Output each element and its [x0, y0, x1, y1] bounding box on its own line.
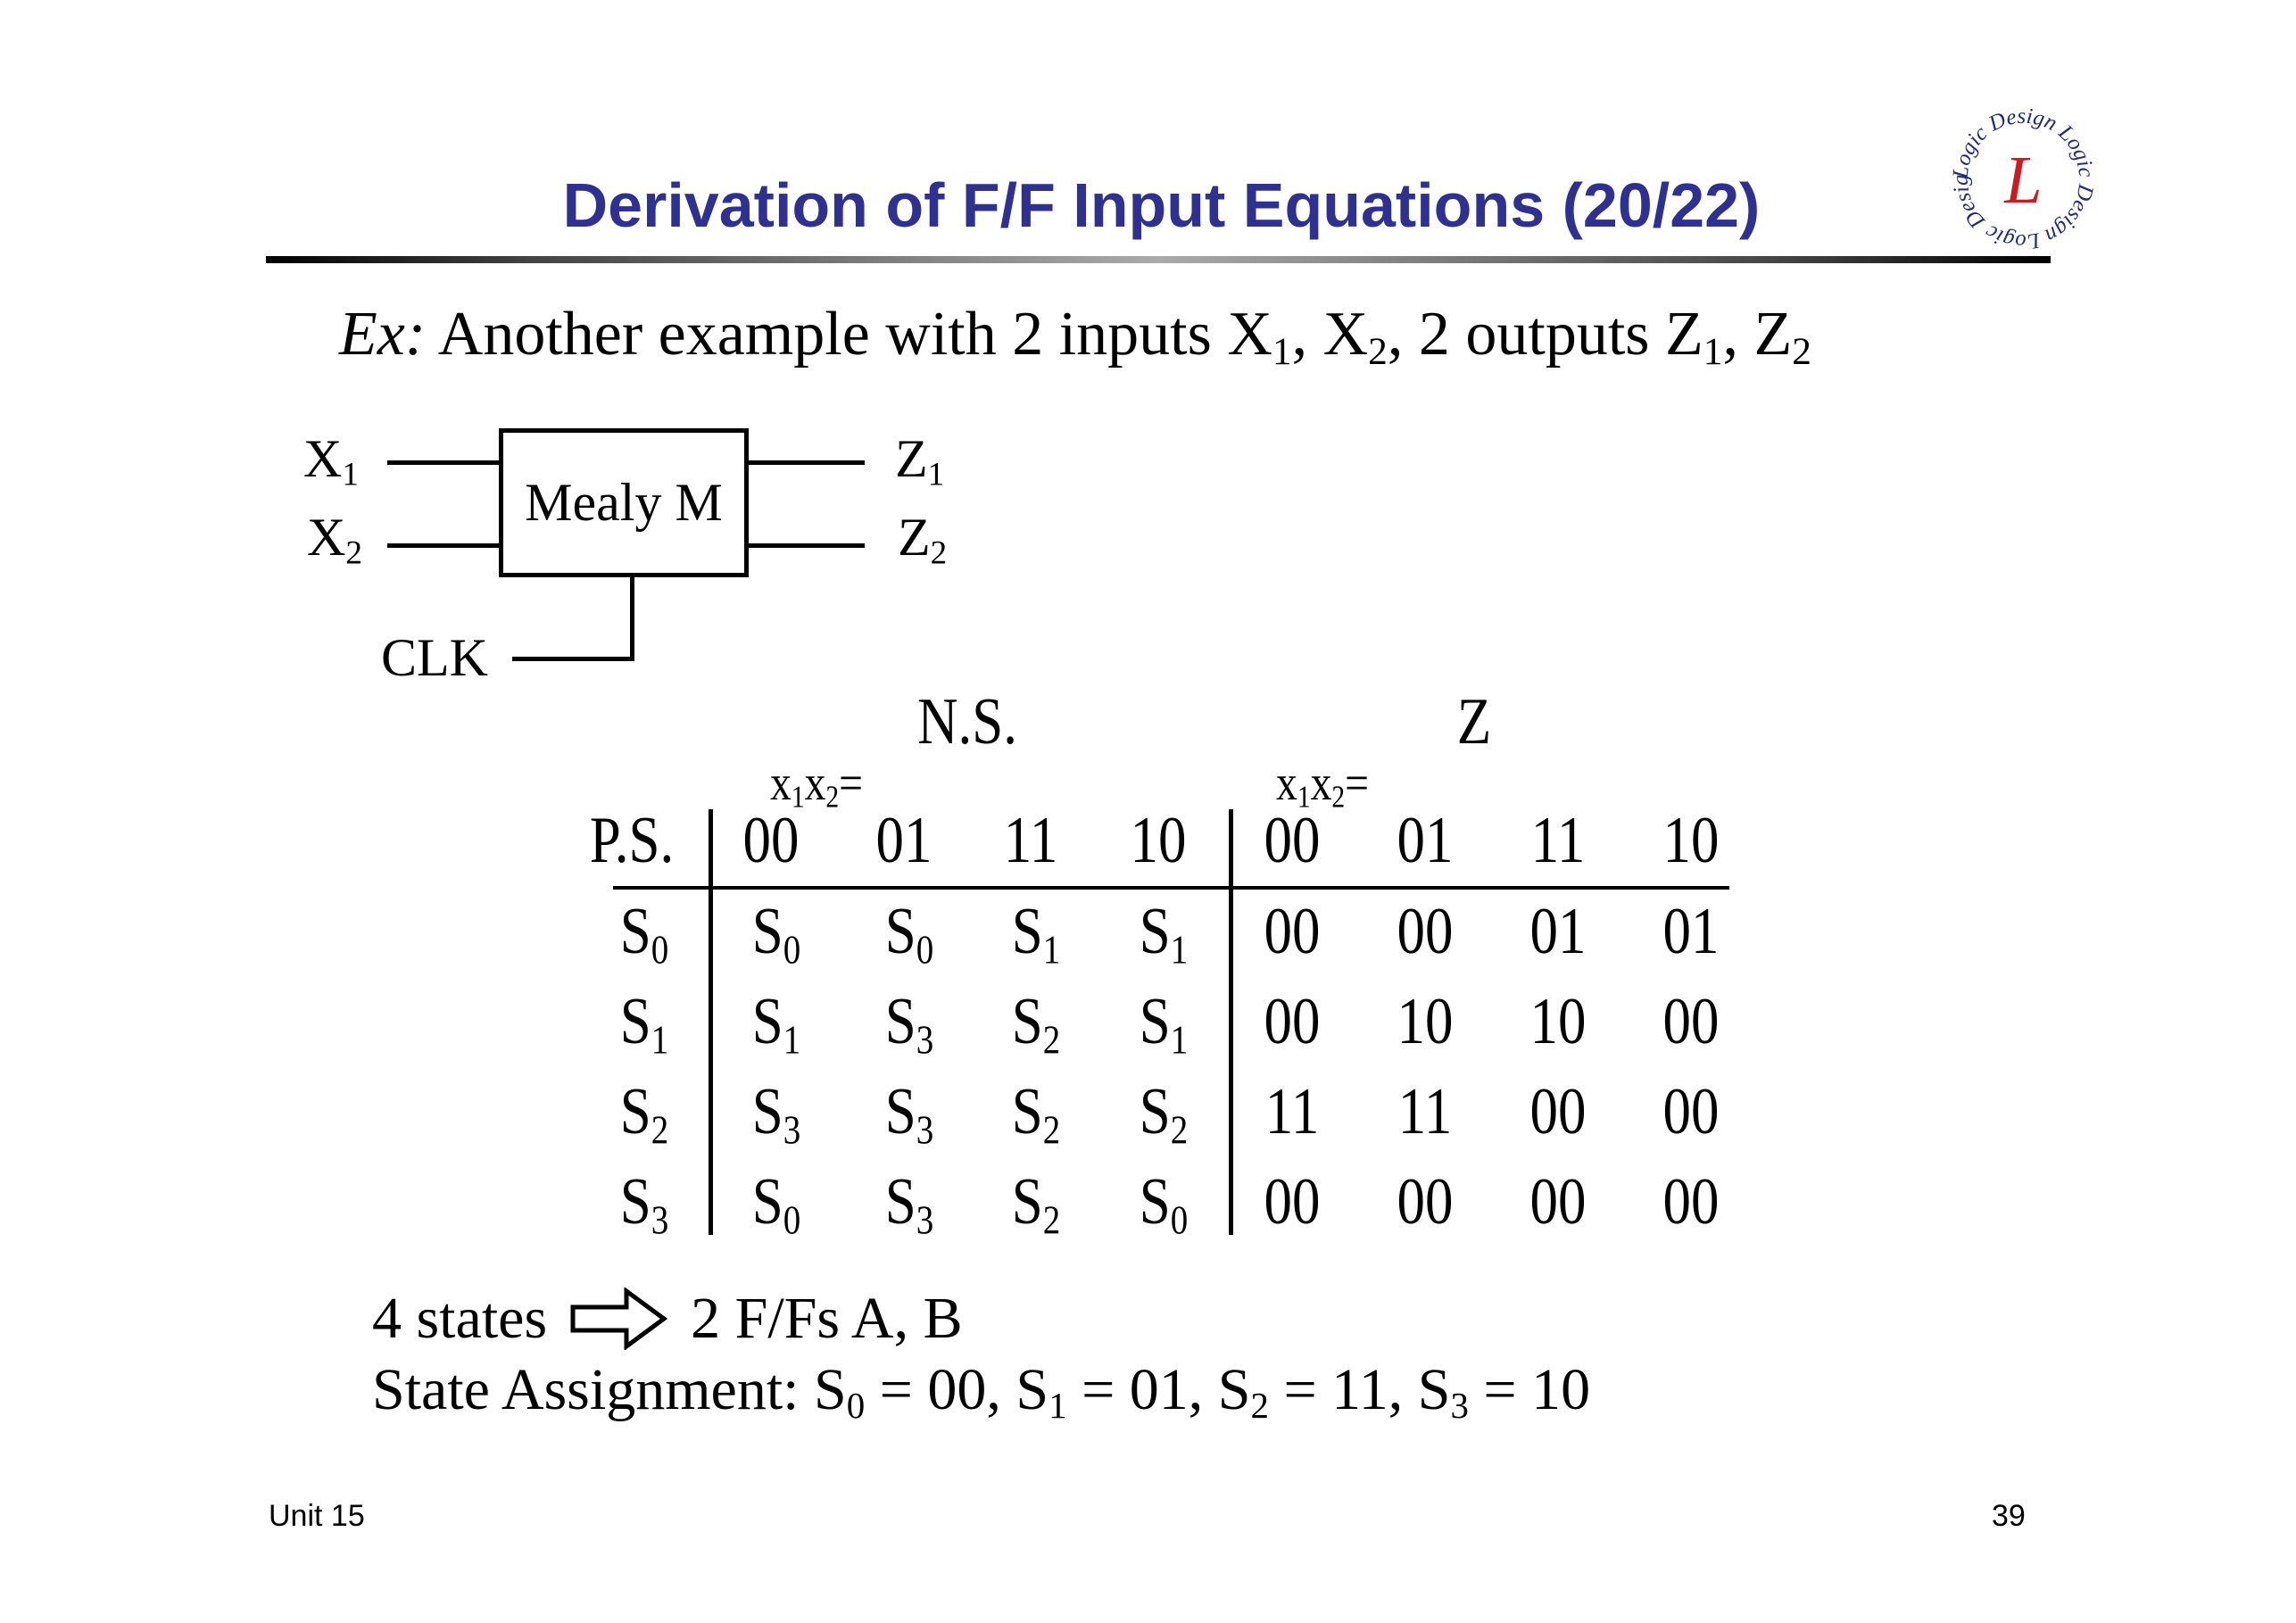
- svg-text:L: L: [2003, 143, 2042, 218]
- input-label-z: x1x2=: [1276, 756, 1369, 815]
- ns-column-header: 00: [742, 804, 800, 877]
- next-state-cell: S1: [1139, 895, 1189, 973]
- logic-design-logo: Logic Design Logic Design Logic Design L: [1950, 105, 2097, 253]
- output-cell: 00: [1264, 1165, 1321, 1238]
- output-cell: 11: [1397, 1075, 1453, 1148]
- present-state-cell: S0: [619, 895, 669, 973]
- input-line-x2: [387, 543, 499, 548]
- next-state-cell: S3: [884, 1075, 934, 1153]
- output-cell: 00: [1264, 985, 1321, 1058]
- intro-text: Ex: Another example with 2 inputs X1, X2…: [339, 299, 1811, 373]
- output-label-z2: Z2: [898, 508, 948, 572]
- mealy-box: Mealy M: [499, 428, 749, 577]
- output-cell: 00: [1397, 895, 1454, 968]
- output-cell: 00: [1529, 1165, 1587, 1238]
- output-header: Z: [1456, 685, 1492, 758]
- states-line: 4 states 2 F/Fs A, B: [372, 1285, 963, 1353]
- next-state-cell: S2: [1011, 1075, 1061, 1153]
- clock-label: CLK: [381, 628, 488, 687]
- next-state-cell: S2: [1011, 1165, 1061, 1243]
- text-segment: State Assignment: S: [372, 1357, 847, 1422]
- input-label-x2: X2: [307, 508, 362, 572]
- ns-column-header: 10: [1130, 804, 1187, 877]
- input-label-x1: X1: [303, 429, 359, 493]
- footer-page-number: 39: [1992, 1499, 2026, 1533]
- text-segment: = 11, S: [1268, 1357, 1451, 1422]
- z-column-header: 00: [1264, 804, 1321, 877]
- table-divider-left: [709, 809, 713, 1235]
- table-divider-right: [1229, 809, 1233, 1235]
- next-state-cell: S3: [884, 985, 934, 1063]
- hollow-right-arrow-icon: [570, 1287, 667, 1351]
- next-state-cell: S3: [751, 1075, 801, 1153]
- output-cell: 10: [1529, 985, 1587, 1058]
- subscript: 2: [1368, 329, 1388, 373]
- z-column-header: 10: [1662, 804, 1720, 877]
- title-divider: [266, 256, 2051, 263]
- z-column-header: 01: [1397, 804, 1454, 877]
- text-segment: Another example with 2 inputs X: [426, 300, 1272, 368]
- output-cell: 01: [1529, 895, 1587, 968]
- next-state-cell: S0: [884, 895, 934, 973]
- output-cell: 00: [1529, 1075, 1587, 1148]
- subscript: 2: [1792, 329, 1811, 373]
- output-label-z1: Z1: [895, 429, 945, 493]
- slide-title: Derivation of F/F Input Equations (20/22…: [562, 170, 1761, 240]
- output-cell: 10: [1397, 985, 1454, 1058]
- present-state-cell: S3: [619, 1165, 669, 1243]
- output-cell: 00: [1264, 895, 1321, 968]
- output-cell: 00: [1397, 1165, 1454, 1238]
- subscript: 2: [1250, 1386, 1269, 1427]
- ns-column-header: 11: [1003, 804, 1058, 877]
- output-cell: 01: [1662, 895, 1720, 968]
- next-state-cell: S1: [1139, 985, 1189, 1063]
- output-cell: 00: [1662, 985, 1720, 1058]
- output-cell: 00: [1662, 1075, 1720, 1148]
- footer-unit: Unit 15: [269, 1499, 365, 1533]
- next-state-cell: S0: [751, 1165, 801, 1243]
- output-line-z1: [749, 460, 865, 465]
- z-column-header: 11: [1530, 804, 1586, 877]
- flipflop-count: 2 F/Fs A, B: [691, 1286, 963, 1351]
- subscript: 3: [1450, 1386, 1469, 1427]
- output-line-z2: [749, 543, 865, 548]
- subscript: 1: [1049, 1386, 1067, 1427]
- input-line-x1: [387, 460, 499, 465]
- output-cell: 11: [1264, 1075, 1320, 1148]
- next-state-cell: S1: [1011, 895, 1061, 973]
- next-state-cell: S2: [1011, 985, 1061, 1063]
- text-segment: Ex:: [339, 300, 427, 368]
- text-segment: = 00, S: [865, 1357, 1049, 1422]
- clock-line-horizontal: [512, 657, 634, 661]
- mealy-label: Mealy M: [525, 473, 723, 532]
- table-header-rule: [613, 886, 1729, 890]
- states-count: 4 states: [372, 1286, 548, 1351]
- next-state-cell: S0: [751, 895, 801, 973]
- text-segment: = 10: [1468, 1357, 1591, 1422]
- state-assignment: State Assignment: S0 = 00, S1 = 01, S2 =…: [372, 1356, 1590, 1424]
- text-segment: = 01, S: [1066, 1357, 1251, 1422]
- next-state-cell: S2: [1139, 1075, 1189, 1153]
- output-cell: 00: [1662, 1165, 1720, 1238]
- present-state-cell: S2: [619, 1075, 669, 1153]
- next-state-cell: S0: [1139, 1165, 1189, 1243]
- next-state-cell: S3: [884, 1165, 934, 1243]
- next-state-header: N.S.: [917, 685, 1017, 758]
- next-state-cell: S1: [751, 985, 801, 1063]
- clock-line-vertical: [630, 577, 634, 661]
- present-state-cell: S1: [619, 985, 669, 1063]
- subscript: 1: [1272, 329, 1292, 373]
- ns-column-header: 01: [875, 804, 932, 877]
- text-segment: , Z: [1722, 300, 1793, 368]
- input-label-ns: x1x2=: [770, 756, 863, 815]
- present-state-header: P.S.: [589, 804, 675, 877]
- text-segment: , 2 outputs Z: [1387, 300, 1703, 368]
- subscript: 1: [1703, 329, 1723, 373]
- subscript: 0: [846, 1386, 866, 1427]
- text-segment: , X: [1291, 300, 1369, 368]
